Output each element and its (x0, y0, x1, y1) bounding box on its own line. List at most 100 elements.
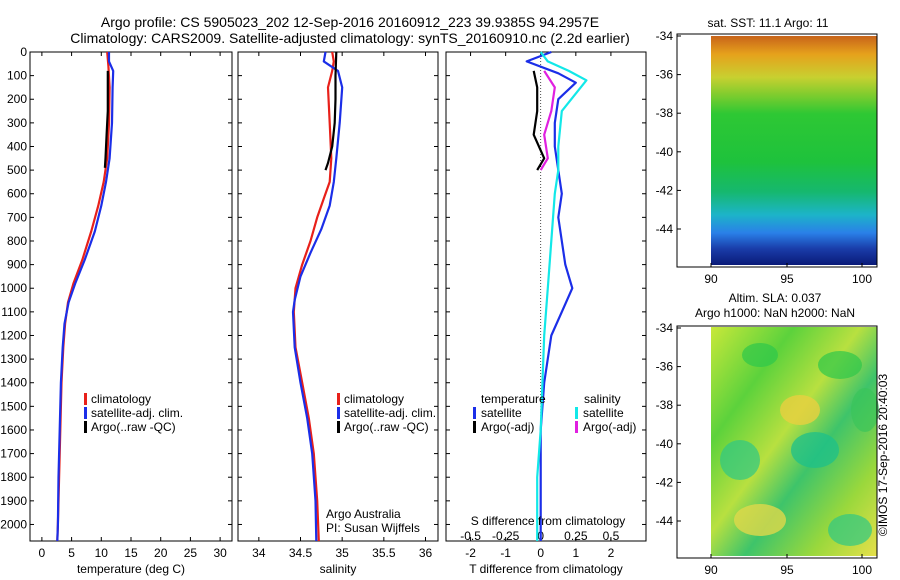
legend-swatch-t-argo (473, 421, 476, 433)
depth-tick-label: 200 (7, 92, 27, 106)
depth-tick-label: 1500 (0, 399, 27, 413)
x-tick-label: 36 (419, 546, 433, 560)
top-tick-label: -0.25 (492, 529, 520, 543)
depth-tick-label: 1400 (0, 376, 27, 390)
depth-tick-label: 1200 (0, 328, 27, 342)
x-tick-label: 15 (124, 546, 138, 560)
depth-tick-label: 0 (20, 45, 27, 59)
map-y-tick-label: -34 (656, 321, 674, 335)
sla-map-title-line2: Argo h1000: NaN h2000: NaN (695, 306, 855, 320)
legend-swatch-satellite (84, 407, 87, 419)
sst-map-title: sat. SST: 11.1 Argo: 11 (708, 16, 829, 30)
map-x-tick-label: 90 (704, 563, 718, 577)
salinity-series-climatology (292, 51, 335, 542)
salinity-series-argo (324, 51, 338, 171)
depth-tick-label: 500 (7, 163, 27, 177)
difference-panel: -2 -1 0 1 2 T difference from climatology -0.5… (445, 50, 647, 576)
x-tick-label: 5 (68, 546, 75, 560)
map-x-tick-label: 100 (852, 272, 872, 286)
difference-legend: temperature salinity satellite Argo(-adj… (473, 392, 636, 434)
sla-map-blobs (720, 343, 879, 546)
depth-tick-label: 1000 (0, 281, 27, 295)
depth-tick-label: 400 (7, 139, 27, 153)
difference-series-argo (532, 70, 546, 171)
legend-swatch-argo (84, 421, 87, 433)
legend-swatch-t-satellite (473, 407, 476, 419)
difference-x-label: T difference from climatology (469, 562, 623, 576)
temperature-series-climatology (56, 51, 111, 542)
depth-tick-label: 1700 (0, 447, 27, 461)
difference-series-s_argo (539, 70, 556, 171)
figure-title-line1: Argo profile: CS 5905023_202 12-Sep-2016… (101, 14, 599, 30)
map-x-tick-label: 95 (780, 272, 794, 286)
temperature-series-argo (103, 70, 109, 168)
legend-swatch-s-satellite (575, 407, 578, 419)
map-y-tick-label: -40 (656, 145, 674, 159)
legend-label-satellite: satellite-adj. clim. (344, 406, 436, 420)
map-y-tick-label: -36 (656, 360, 674, 374)
temperature-panel: 0100200300400500600700800900100011001200… (0, 45, 233, 576)
legend-swatch-climatology (84, 393, 87, 405)
depth-tick-label: 1600 (0, 423, 27, 437)
sst-map: sat. SST: 11.1 Argo: 11 (676, 16, 878, 268)
x-tick-label: 0 (39, 546, 46, 560)
map-y-tick-label: -38 (656, 398, 674, 412)
depth-tick-label: 800 (7, 234, 27, 248)
map-y-tick-label: -34 (656, 29, 674, 43)
legend-label-t-argo: Argo(-adj) (481, 420, 534, 434)
legend-label-satellite: satellite-adj. clim. (91, 406, 183, 420)
depth-tick-label: 1800 (0, 470, 27, 484)
map-y-tick-label: -42 (656, 183, 674, 197)
x-tick-label: 34 (252, 546, 266, 560)
map-y-tick-label: -38 (656, 106, 674, 120)
legend-label-argo: Argo(..raw -QC) (344, 420, 429, 434)
difference-series-s_satellite (536, 51, 588, 541)
map-x-tick-label: 90 (704, 272, 718, 286)
depth-tick-label: 2000 (0, 517, 27, 531)
sst-map-axes: 90 95 100 -34 -36 -38 -40 -42 -44 (656, 29, 873, 286)
legend-label-t-satellite: satellite (481, 406, 522, 420)
salinity-panel: 34 34.5 35 35.5 36 salinity (237, 51, 439, 576)
x-tick-label: 35.5 (372, 546, 396, 560)
legend-header-temperature: temperature (481, 392, 546, 406)
sla-map-axes: 90 95 100 -34 -36 -38 -40 -42 -44 (656, 321, 873, 577)
legend-swatch-s-argo (575, 421, 578, 433)
map-y-tick-label: -44 (656, 222, 674, 236)
x-tick-label: 1 (572, 546, 579, 560)
x-tick-label: 35 (335, 546, 349, 560)
legend-label-argo: Argo(..raw -QC) (91, 420, 176, 434)
legend-swatch-argo (337, 421, 340, 433)
salinity-x-label: salinity (320, 562, 357, 576)
annotation-argo-australia: Argo Australia (326, 507, 401, 521)
x-tick-label: 0 (537, 546, 544, 560)
legend-label-climatology: climatology (344, 392, 404, 406)
depth-tick-label: 100 (7, 69, 27, 83)
depth-tick-label: 600 (7, 187, 27, 201)
legend-swatch-climatology (337, 393, 340, 405)
sst-map-field (711, 36, 877, 265)
depth-tick-label: 900 (7, 258, 27, 272)
x-tick-label: 2 (608, 546, 615, 560)
top-tick-label: 0.5 (603, 529, 620, 543)
depth-tick-label: 1100 (1, 305, 27, 319)
map-y-tick-label: -44 (656, 514, 674, 528)
temperature-x-label: temperature (deg C) (77, 562, 185, 576)
legend-label-s-satellite: satellite (583, 406, 624, 420)
x-tick-label: -1 (500, 546, 511, 560)
map-y-tick-label: -40 (656, 437, 674, 451)
sla-map-frame (676, 325, 878, 559)
temperature-legend: climatology satellite-adj. clim. Argo(..… (84, 392, 183, 434)
figure-title-line2: Climatology: CARS2009. Satellite-adjuste… (70, 30, 630, 46)
legend-label-s-argo: Argo(-adj) (583, 420, 636, 434)
x-tick-label: 20 (154, 546, 168, 560)
map-x-tick-label: 100 (852, 563, 872, 577)
annotation-pi: PI: Susan Wijffels (326, 521, 420, 535)
salinity-legend: climatology satellite-adj. clim. Argo(..… (326, 392, 436, 535)
difference-series-satellite (525, 50, 577, 541)
difference-frame (445, 51, 647, 542)
map-y-tick-label: -42 (656, 475, 674, 489)
depth-tick-label: 1300 (0, 352, 27, 366)
x-tick-label: 30 (213, 546, 227, 560)
x-tick-label: -2 (465, 546, 476, 560)
